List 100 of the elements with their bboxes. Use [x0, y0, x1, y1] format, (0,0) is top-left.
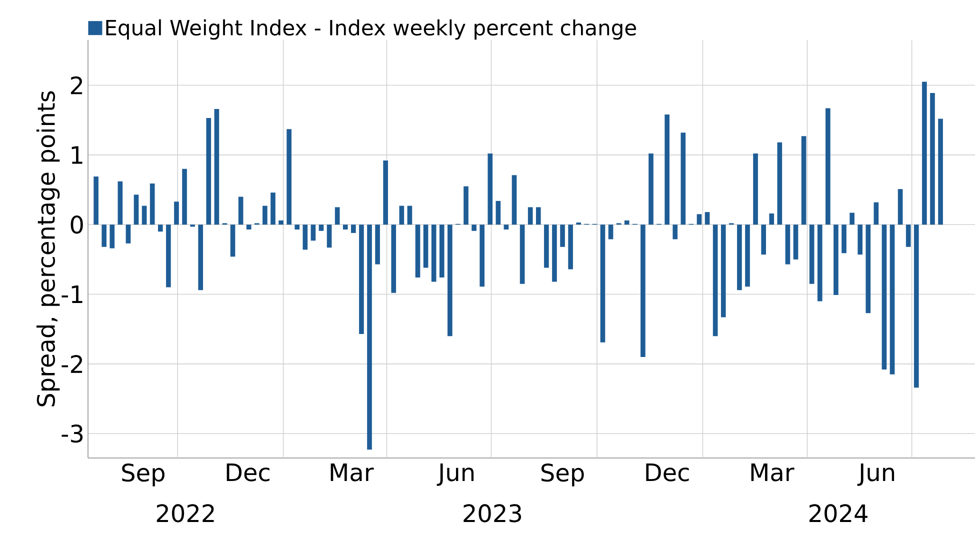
- bar: [769, 213, 774, 225]
- bar: [793, 224, 798, 260]
- bar: [842, 224, 846, 254]
- bar: [608, 224, 614, 240]
- bar: [834, 224, 838, 295]
- bar: [488, 154, 493, 225]
- bar: [866, 224, 871, 314]
- bar: [310, 224, 316, 241]
- bar: [206, 118, 212, 225]
- bar: [826, 108, 830, 225]
- bar: [158, 224, 163, 232]
- bar: [496, 200, 501, 225]
- bar: [504, 224, 509, 230]
- bar: [230, 224, 236, 257]
- bar: [544, 224, 549, 268]
- bar: [214, 108, 220, 225]
- bar: [383, 160, 388, 225]
- bar: [536, 207, 541, 225]
- y-axis-title: Spread, percentage points: [36, 91, 60, 406]
- bar: [930, 92, 935, 225]
- bar: [134, 194, 139, 225]
- text: 2022: [156, 504, 214, 522]
- bar: [174, 202, 179, 225]
- text: 2024: [809, 504, 868, 522]
- bar: [624, 220, 630, 225]
- bar: [753, 154, 758, 225]
- bar: [246, 224, 252, 230]
- text: 2023: [464, 504, 522, 522]
- bar: [512, 175, 517, 225]
- bar: [423, 224, 428, 268]
- bar: [448, 224, 452, 336]
- bar: [922, 82, 927, 225]
- bar: [801, 136, 806, 225]
- bar: [858, 224, 863, 255]
- bar: [399, 206, 404, 225]
- bar: [520, 224, 525, 284]
- bar: [552, 224, 557, 282]
- bar: [102, 224, 107, 247]
- bar: [480, 224, 485, 287]
- x-tick-label: Jun: [436, 464, 474, 486]
- bar: [326, 224, 332, 248]
- x-tick-label: Sep: [122, 464, 164, 486]
- bar: [166, 224, 171, 288]
- bar: [198, 224, 204, 290]
- x-tick-label: Sep: [541, 464, 584, 486]
- x-tick-label: Jun: [857, 464, 894, 486]
- bar: [737, 224, 742, 290]
- bar: [415, 224, 420, 278]
- bar: [664, 114, 670, 225]
- bar: [528, 207, 533, 225]
- bar: [696, 214, 702, 225]
- bar: [238, 196, 244, 225]
- y-tick-label: 2: [70, 76, 82, 94]
- bar: [720, 224, 726, 318]
- bar: [110, 224, 115, 248]
- bar: [94, 176, 98, 225]
- y-tick-label: -1: [62, 286, 82, 304]
- bar: [318, 224, 324, 231]
- bar: [367, 224, 372, 450]
- y-tick-label: 1: [72, 146, 82, 164]
- bar: [874, 202, 879, 225]
- bar: [375, 224, 380, 264]
- bar: [777, 142, 782, 225]
- bar: [890, 224, 895, 374]
- bar: [712, 224, 718, 336]
- x-tick-label: Dec: [226, 464, 270, 482]
- bar: [150, 184, 155, 225]
- x-tick-label: Dec: [646, 464, 689, 482]
- bar: [938, 118, 943, 225]
- bar: [672, 224, 678, 240]
- y-tick-label: 0: [70, 216, 83, 234]
- bar: [640, 224, 646, 357]
- bar: [118, 181, 123, 225]
- bar: [568, 224, 573, 270]
- bar: [278, 220, 284, 225]
- bar: [906, 224, 911, 247]
- bar: [182, 168, 187, 225]
- bar: [142, 206, 147, 225]
- y-tick-label: -2: [62, 355, 82, 373]
- bar: [334, 207, 340, 225]
- bar: [809, 224, 814, 284]
- x-tick-label: Mar: [330, 464, 374, 482]
- bar: [351, 224, 356, 233]
- bar: [302, 224, 308, 250]
- bar: [342, 224, 348, 230]
- bar: [600, 224, 606, 342]
- bar: [817, 224, 822, 302]
- bar: [704, 212, 710, 225]
- bar: [745, 224, 750, 287]
- bar: [882, 224, 887, 370]
- bar: [126, 224, 131, 244]
- bar: [761, 224, 766, 255]
- bar: [464, 186, 468, 225]
- bar: [262, 206, 268, 225]
- bar: [270, 192, 276, 225]
- bar: [439, 224, 444, 278]
- bar: [359, 224, 364, 334]
- legend-label: Equal Weight Index - Index weekly percent change: [106, 19, 636, 40]
- bar: [294, 224, 300, 230]
- bar: [850, 212, 854, 225]
